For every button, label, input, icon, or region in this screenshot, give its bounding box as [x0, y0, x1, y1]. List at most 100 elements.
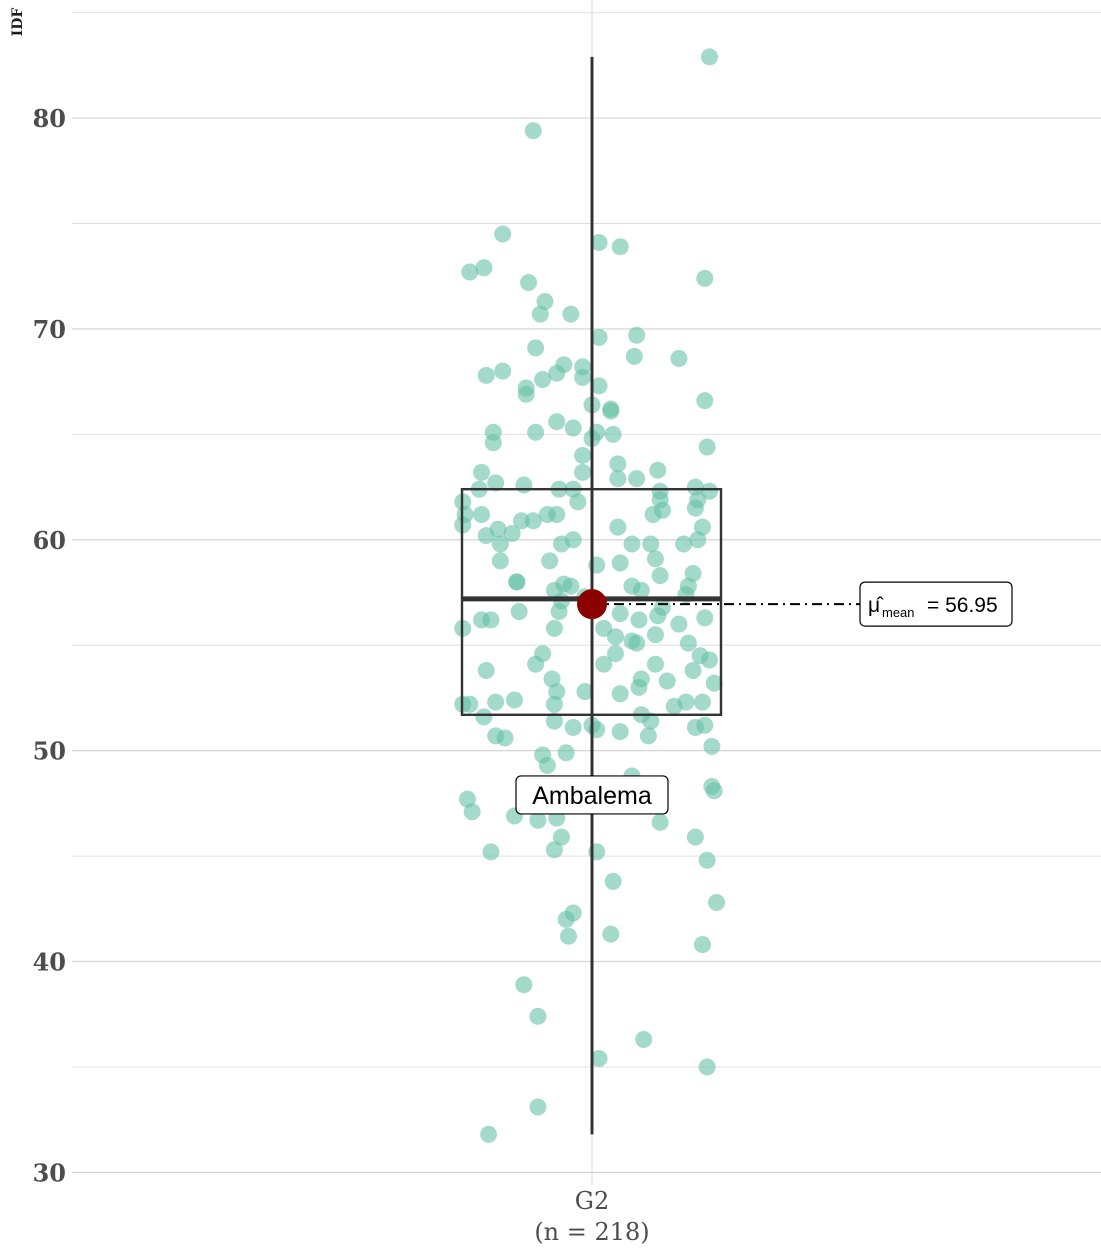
- data-point: [475, 708, 493, 726]
- data-point: [628, 634, 646, 652]
- data-point: [602, 925, 620, 943]
- data-point: [628, 470, 646, 488]
- data-point: [515, 476, 533, 494]
- data-point: [508, 573, 526, 591]
- mean-label-subscript: mean: [882, 605, 915, 620]
- data-point: [529, 1007, 547, 1025]
- data-point: [658, 672, 676, 690]
- data-point: [527, 655, 545, 673]
- data-point: [538, 756, 556, 774]
- data-point: [520, 274, 538, 292]
- data-point: [639, 727, 657, 745]
- data-point: [574, 446, 592, 464]
- data-point: [524, 122, 542, 140]
- annotations: μ̂ mean = 56.95 Ambalema: [515, 581, 1013, 815]
- data-point: [701, 482, 718, 500]
- data-point: [545, 695, 563, 713]
- data-point: [473, 463, 491, 481]
- data-point: [473, 505, 491, 523]
- y-tick-label: 70: [33, 315, 66, 344]
- mean-label-value: = 56.95: [927, 594, 998, 617]
- data-point: [675, 535, 693, 553]
- data-point: [693, 693, 711, 711]
- data-point: [611, 554, 629, 572]
- data-point: [698, 851, 716, 869]
- data-point: [701, 651, 718, 669]
- data-point: [642, 712, 660, 730]
- data-point: [564, 419, 582, 437]
- x-tick-labels: G2 (n = 218): [534, 1187, 649, 1246]
- data-point: [545, 712, 563, 730]
- data-point: [487, 693, 505, 711]
- data-point: [686, 499, 704, 517]
- data-point: [548, 683, 566, 701]
- data-point: [510, 602, 528, 620]
- data-point: [701, 48, 718, 66]
- data-point: [611, 605, 629, 623]
- data-point: [562, 577, 580, 595]
- data-point: [602, 400, 620, 418]
- data-point: [496, 729, 514, 747]
- data-point: [611, 238, 629, 256]
- data-point: [609, 470, 627, 488]
- data-point: [609, 518, 627, 536]
- data-point: [646, 626, 664, 644]
- data-point: [548, 364, 566, 382]
- data-point: [703, 737, 721, 755]
- data-point: [654, 501, 671, 519]
- data-point: [482, 843, 500, 861]
- y-tick-label: 40: [33, 947, 66, 976]
- data-point: [513, 512, 530, 530]
- data-point: [590, 1049, 608, 1067]
- data-point: [557, 744, 575, 762]
- data-point: [515, 976, 533, 994]
- data-point: [611, 723, 629, 741]
- y-tick-label: 50: [33, 737, 66, 766]
- data-point: [642, 535, 660, 553]
- data-point: [609, 455, 627, 473]
- data-point: [564, 718, 582, 736]
- x-tick-label: G2: [575, 1187, 609, 1215]
- data-point: [548, 413, 566, 431]
- data-point: [698, 438, 716, 456]
- mean-label-box: [859, 581, 1013, 627]
- data-point: [686, 828, 704, 846]
- data-point: [534, 371, 552, 389]
- data-point: [696, 716, 714, 734]
- data-point: [527, 423, 545, 441]
- data-point: [651, 813, 669, 831]
- data-point: [574, 368, 592, 386]
- data-point: [670, 615, 688, 633]
- data-point: [550, 602, 568, 620]
- data-point: [604, 872, 622, 890]
- data-point: [482, 611, 500, 629]
- data-point: [541, 552, 559, 570]
- data-point: [545, 619, 563, 637]
- data-point: [623, 535, 641, 553]
- data-point: [607, 645, 624, 663]
- data-point: [651, 567, 669, 585]
- data-point: [484, 434, 502, 452]
- data-point: [635, 1031, 653, 1049]
- data-point: [628, 326, 646, 344]
- data-point: [646, 655, 664, 673]
- data-point: [503, 524, 521, 542]
- x-tick-count-label: (n = 218): [534, 1218, 649, 1246]
- data-point: [545, 841, 563, 859]
- data-point: [684, 662, 702, 680]
- data-point: [705, 782, 723, 800]
- data-point: [649, 461, 667, 479]
- data-point: [524, 512, 542, 530]
- data-point: [527, 339, 545, 357]
- data-point: [517, 385, 535, 403]
- data-point: [708, 893, 726, 911]
- y-tick-label: 80: [33, 104, 66, 133]
- data-point: [679, 634, 697, 652]
- data-point: [569, 493, 587, 511]
- data-point: [505, 691, 523, 709]
- data-point: [491, 552, 509, 570]
- data-point: [646, 550, 664, 568]
- data-point: [625, 347, 643, 365]
- data-point: [477, 662, 495, 680]
